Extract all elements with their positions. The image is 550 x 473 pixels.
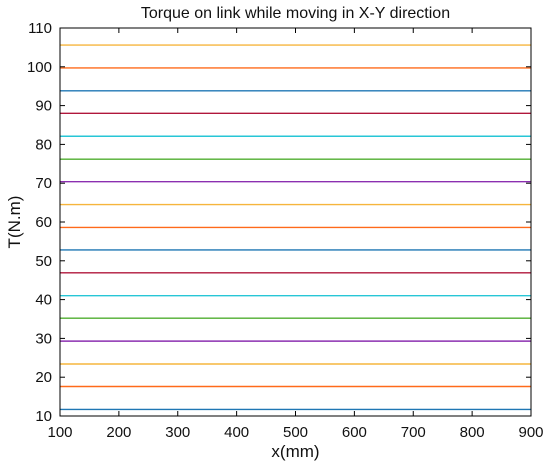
y-tick-label: 40 <box>35 292 52 309</box>
x-tick-label: 400 <box>224 424 249 441</box>
x-tick-label: 200 <box>106 424 131 441</box>
x-tick-label: 300 <box>165 424 190 441</box>
x-tick-label: 900 <box>518 424 543 441</box>
y-tick-label: 30 <box>35 330 52 347</box>
y-tick-label: 10 <box>35 408 52 425</box>
chart-title: Torque on link while moving in X-Y direc… <box>141 5 450 22</box>
y-tick-label: 100 <box>27 59 52 76</box>
y-axis-title: T(N.m) <box>5 196 24 249</box>
axes-layer: 100 200 300 400 500 600 700 800 900 10 20 30 40 50 60 7… <box>27 20 544 441</box>
x-tick-label: 500 <box>283 424 308 441</box>
y-tick-label: 90 <box>35 98 52 115</box>
y-tick-label: 20 <box>35 369 52 386</box>
y-tick-label: 70 <box>35 175 52 192</box>
y-tick-label: 110 <box>28 20 52 37</box>
y-tick-label: 80 <box>35 136 52 153</box>
plot-area <box>60 28 531 416</box>
y-tick-label: 50 <box>35 253 52 270</box>
plot-background <box>60 28 531 416</box>
y-tick-label: 60 <box>35 214 52 231</box>
x-tick-label: 100 <box>47 424 72 441</box>
series-layer <box>60 44 531 411</box>
x-tick-label: 700 <box>401 424 426 441</box>
x-axis-title: x(mm) <box>271 442 319 461</box>
x-tick-label: 600 <box>342 424 367 441</box>
x-tick-label: 800 <box>460 424 485 441</box>
